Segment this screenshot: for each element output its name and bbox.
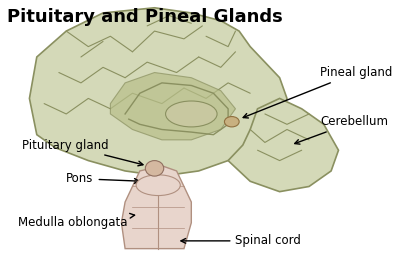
Text: Pituitary gland: Pituitary gland: [22, 139, 143, 166]
Ellipse shape: [145, 161, 164, 176]
Text: Cerebellum: Cerebellum: [295, 115, 388, 144]
Text: Pineal gland: Pineal gland: [243, 66, 392, 118]
Polygon shape: [228, 98, 338, 192]
Polygon shape: [30, 8, 287, 176]
Text: Pons: Pons: [66, 172, 139, 185]
Ellipse shape: [136, 175, 180, 196]
Ellipse shape: [224, 117, 239, 127]
Ellipse shape: [166, 101, 217, 127]
Polygon shape: [122, 166, 191, 249]
Text: Pituitary and Pineal Glands: Pituitary and Pineal Glands: [7, 8, 283, 26]
Text: Spinal cord: Spinal cord: [181, 234, 301, 247]
Text: Medulla oblongata: Medulla oblongata: [18, 213, 135, 229]
Polygon shape: [110, 73, 236, 140]
